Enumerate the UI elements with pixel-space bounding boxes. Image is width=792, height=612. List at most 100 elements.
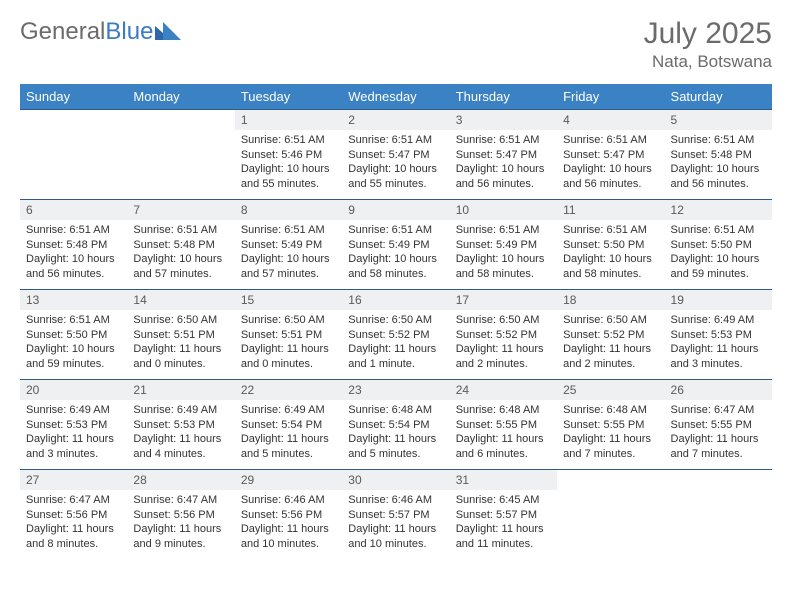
day-number: 6	[20, 200, 127, 220]
day-number: 12	[665, 200, 772, 220]
sunset-line: Sunset: 5:47 PM	[563, 148, 658, 163]
day-details: Sunrise: 6:50 AMSunset: 5:52 PMDaylight:…	[450, 310, 557, 378]
sunset-line: Sunset: 5:57 PM	[456, 508, 551, 523]
daylight-line: Daylight: 10 hours and 58 minutes.	[563, 252, 658, 282]
day-details: Sunrise: 6:50 AMSunset: 5:52 PMDaylight:…	[557, 310, 664, 378]
daylight-line: Daylight: 10 hours and 56 minutes.	[563, 162, 658, 192]
sunset-line: Sunset: 5:48 PM	[133, 238, 228, 253]
day-number: 1	[235, 110, 342, 130]
sunrise-line: Sunrise: 6:51 AM	[671, 133, 766, 148]
logo-text-gray: General	[20, 18, 105, 45]
day-details: Sunrise: 6:45 AMSunset: 5:57 PMDaylight:…	[450, 490, 557, 558]
day-number: 28	[127, 470, 234, 490]
month-title: July 2025	[644, 18, 772, 50]
day-details: Sunrise: 6:51 AMSunset: 5:50 PMDaylight:…	[20, 310, 127, 378]
day-details: Sunrise: 6:51 AMSunset: 5:48 PMDaylight:…	[20, 220, 127, 288]
daylight-line: Daylight: 10 hours and 57 minutes.	[241, 252, 336, 282]
calendar-day-cell: ..	[20, 109, 127, 199]
daylight-line: Daylight: 11 hours and 5 minutes.	[241, 432, 336, 462]
day-number: 22	[235, 380, 342, 400]
calendar-day-cell: 13Sunrise: 6:51 AMSunset: 5:50 PMDayligh…	[20, 289, 127, 379]
calendar-week-row: 20Sunrise: 6:49 AMSunset: 5:53 PMDayligh…	[20, 379, 772, 469]
day-details: Sunrise: 6:50 AMSunset: 5:52 PMDaylight:…	[342, 310, 449, 378]
sunrise-line: Sunrise: 6:49 AM	[133, 403, 228, 418]
sunset-line: Sunset: 5:51 PM	[241, 328, 336, 343]
sunrise-line: Sunrise: 6:49 AM	[241, 403, 336, 418]
calendar-day-cell: 8Sunrise: 6:51 AMSunset: 5:49 PMDaylight…	[235, 199, 342, 289]
weekday-header: Friday	[557, 84, 664, 110]
sunset-line: Sunset: 5:54 PM	[241, 418, 336, 433]
sunset-line: Sunset: 5:57 PM	[348, 508, 443, 523]
day-number: 13	[20, 290, 127, 310]
sunset-line: Sunset: 5:51 PM	[133, 328, 228, 343]
calendar-day-cell: 3Sunrise: 6:51 AMSunset: 5:47 PMDaylight…	[450, 109, 557, 199]
day-number: 30	[342, 470, 449, 490]
calendar-day-cell: 11Sunrise: 6:51 AMSunset: 5:50 PMDayligh…	[557, 199, 664, 289]
day-number: 31	[450, 470, 557, 490]
calendar-day-cell: 6Sunrise: 6:51 AMSunset: 5:48 PMDaylight…	[20, 199, 127, 289]
day-number: 5	[665, 110, 772, 130]
calendar-day-cell: 12Sunrise: 6:51 AMSunset: 5:50 PMDayligh…	[665, 199, 772, 289]
calendar-day-cell: 20Sunrise: 6:49 AMSunset: 5:53 PMDayligh…	[20, 379, 127, 469]
calendar-day-cell: 17Sunrise: 6:50 AMSunset: 5:52 PMDayligh…	[450, 289, 557, 379]
calendar-day-cell: 10Sunrise: 6:51 AMSunset: 5:49 PMDayligh…	[450, 199, 557, 289]
calendar-day-cell: 15Sunrise: 6:50 AMSunset: 5:51 PMDayligh…	[235, 289, 342, 379]
day-number: 14	[127, 290, 234, 310]
day-number: 16	[342, 290, 449, 310]
daylight-line: Daylight: 10 hours and 57 minutes.	[133, 252, 228, 282]
day-number: 29	[235, 470, 342, 490]
daylight-line: Daylight: 11 hours and 5 minutes.	[348, 432, 443, 462]
sunrise-line: Sunrise: 6:51 AM	[26, 223, 121, 238]
sunset-line: Sunset: 5:56 PM	[241, 508, 336, 523]
calendar-day-cell: 1Sunrise: 6:51 AMSunset: 5:46 PMDaylight…	[235, 109, 342, 199]
day-number: 17	[450, 290, 557, 310]
day-details: Sunrise: 6:47 AMSunset: 5:55 PMDaylight:…	[665, 400, 772, 468]
daylight-line: Daylight: 10 hours and 59 minutes.	[26, 342, 121, 372]
day-number: 4	[557, 110, 664, 130]
sunrise-line: Sunrise: 6:51 AM	[671, 223, 766, 238]
calendar-day-cell: 2Sunrise: 6:51 AMSunset: 5:47 PMDaylight…	[342, 109, 449, 199]
sunset-line: Sunset: 5:49 PM	[456, 238, 551, 253]
sunset-line: Sunset: 5:55 PM	[563, 418, 658, 433]
daylight-line: Daylight: 11 hours and 3 minutes.	[671, 342, 766, 372]
sunset-line: Sunset: 5:48 PM	[671, 148, 766, 163]
title-block: July 2025 Nata, Botswana	[644, 18, 772, 72]
day-details: Sunrise: 6:51 AMSunset: 5:48 PMDaylight:…	[127, 220, 234, 288]
sunset-line: Sunset: 5:47 PM	[456, 148, 551, 163]
calendar-day-cell: 31Sunrise: 6:45 AMSunset: 5:57 PMDayligh…	[450, 469, 557, 559]
day-number: 18	[557, 290, 664, 310]
sunset-line: Sunset: 5:56 PM	[26, 508, 121, 523]
calendar-body: ....1Sunrise: 6:51 AMSunset: 5:46 PMDayl…	[20, 109, 772, 559]
day-details: Sunrise: 6:48 AMSunset: 5:55 PMDaylight:…	[557, 400, 664, 468]
day-number: 11	[557, 200, 664, 220]
day-details: Sunrise: 6:49 AMSunset: 5:54 PMDaylight:…	[235, 400, 342, 468]
sunrise-line: Sunrise: 6:50 AM	[456, 313, 551, 328]
weekday-header-row: Sunday Monday Tuesday Wednesday Thursday…	[20, 84, 772, 110]
calendar-day-cell: 19Sunrise: 6:49 AMSunset: 5:53 PMDayligh…	[665, 289, 772, 379]
sunset-line: Sunset: 5:50 PM	[563, 238, 658, 253]
sunrise-line: Sunrise: 6:49 AM	[26, 403, 121, 418]
calendar-day-cell: 16Sunrise: 6:50 AMSunset: 5:52 PMDayligh…	[342, 289, 449, 379]
day-details: Sunrise: 6:51 AMSunset: 5:50 PMDaylight:…	[557, 220, 664, 288]
sunset-line: Sunset: 5:52 PM	[348, 328, 443, 343]
calendar-day-cell: 22Sunrise: 6:49 AMSunset: 5:54 PMDayligh…	[235, 379, 342, 469]
daylight-line: Daylight: 11 hours and 8 minutes.	[26, 522, 121, 552]
day-details: Sunrise: 6:47 AMSunset: 5:56 PMDaylight:…	[127, 490, 234, 558]
sunrise-line: Sunrise: 6:50 AM	[133, 313, 228, 328]
daylight-line: Daylight: 11 hours and 1 minute.	[348, 342, 443, 372]
calendar-day-cell: 24Sunrise: 6:48 AMSunset: 5:55 PMDayligh…	[450, 379, 557, 469]
sunrise-line: Sunrise: 6:50 AM	[563, 313, 658, 328]
calendar-day-cell: 21Sunrise: 6:49 AMSunset: 5:53 PMDayligh…	[127, 379, 234, 469]
daylight-line: Daylight: 10 hours and 59 minutes.	[671, 252, 766, 282]
sunset-line: Sunset: 5:46 PM	[241, 148, 336, 163]
weekday-header: Saturday	[665, 84, 772, 110]
sunrise-line: Sunrise: 6:47 AM	[133, 493, 228, 508]
weekday-header: Tuesday	[235, 84, 342, 110]
sunrise-line: Sunrise: 6:51 AM	[348, 133, 443, 148]
calendar-day-cell: 14Sunrise: 6:50 AMSunset: 5:51 PMDayligh…	[127, 289, 234, 379]
sunrise-line: Sunrise: 6:51 AM	[456, 133, 551, 148]
day-details: Sunrise: 6:46 AMSunset: 5:57 PMDaylight:…	[342, 490, 449, 558]
day-details: Sunrise: 6:49 AMSunset: 5:53 PMDaylight:…	[20, 400, 127, 468]
sunrise-line: Sunrise: 6:49 AM	[671, 313, 766, 328]
daylight-line: Daylight: 10 hours and 55 minutes.	[348, 162, 443, 192]
